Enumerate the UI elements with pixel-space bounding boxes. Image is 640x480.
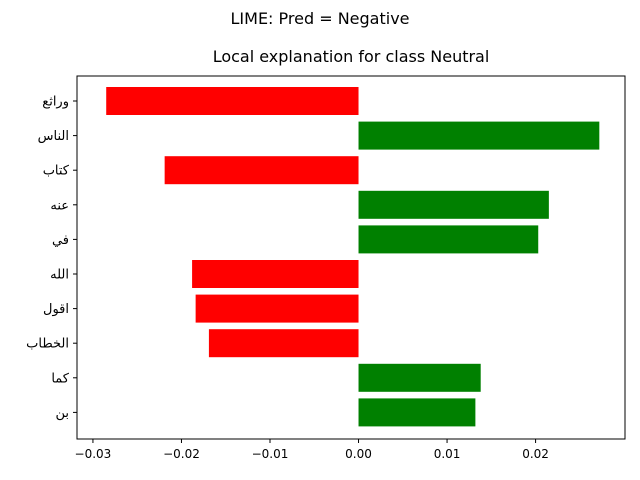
figure-suptitle: LIME: Pred = Negative [231,9,410,28]
y-tick-label: في [52,233,69,248]
x-tick-label: −0.01 [252,447,289,461]
bars-group [106,87,600,427]
axes-frame [76,75,626,440]
x-tick-label: −0.02 [163,447,200,461]
x-tick-label: −0.03 [75,447,112,461]
bar [208,329,359,358]
y-tick-label: الله [50,268,69,283]
bar [164,156,359,185]
x-tick-label: 0.00 [345,447,372,461]
bar [195,294,359,323]
x-tick-label: 0.02 [522,447,549,461]
bar [358,190,549,219]
x-axis: −0.03 −0.02 −0.01 0.00 0.01 0.02 [75,439,549,461]
y-tick-label: الخطاب [26,337,69,352]
y-tick-label: بن [55,406,69,421]
y-tick-label: كتاب [43,164,70,179]
y-axis: وراثع الناس كتاب عنه في الله اقول الخطاب كما بن [26,95,77,421]
y-tick-label: عنه [50,198,69,213]
y-tick-label: الناس [38,129,69,144]
bar [358,398,476,427]
bar [358,363,481,392]
chart-title: Local explanation for class Neutral [213,47,490,66]
y-tick-label: كما [51,371,69,386]
bar [192,260,359,288]
bar [358,225,539,254]
bar [106,87,359,115]
bar [358,121,600,150]
y-tick-label: اقول [43,302,69,317]
x-tick-label: 0.01 [434,447,461,461]
y-tick-label: وراثع [42,95,69,110]
